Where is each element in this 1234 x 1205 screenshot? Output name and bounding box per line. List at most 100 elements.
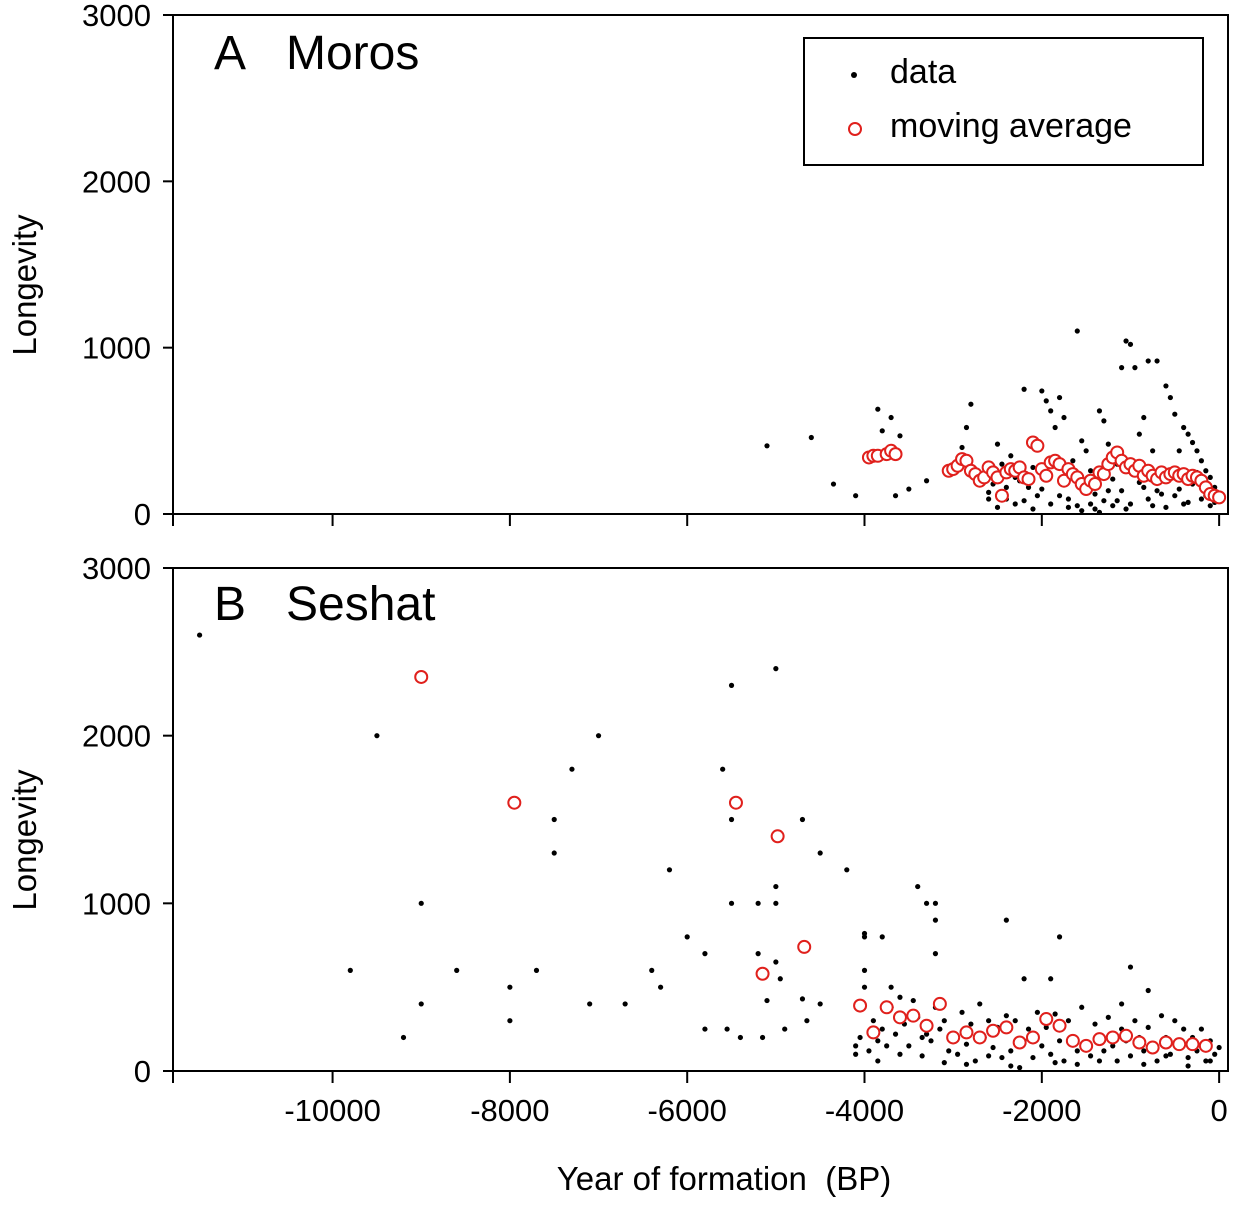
plot-frame <box>172 567 1229 1072</box>
panel-title: Moros <box>286 27 419 80</box>
x-tick-label: 0 <box>1211 1093 1228 1128</box>
data-point <box>1207 503 1213 509</box>
data-point <box>1096 408 1103 414</box>
data-point <box>400 1034 407 1041</box>
data-point <box>955 1051 961 1057</box>
data-point <box>1079 438 1085 444</box>
data-point <box>1034 1009 1040 1015</box>
moving-average-point <box>1185 1037 1200 1052</box>
data-point <box>1176 486 1182 492</box>
axes: 0 1000 2000 3000 -10000 -8000 -6000 -4000 -2000 0 <box>82 551 1228 1128</box>
data-point <box>1172 493 1178 499</box>
data-point <box>830 481 837 487</box>
data-point <box>1039 1043 1045 1049</box>
data-point <box>897 994 903 1000</box>
data-point <box>994 504 1001 510</box>
data-point <box>932 951 939 957</box>
data-point <box>1096 1058 1103 1064</box>
data-point <box>875 406 881 412</box>
data-point <box>1141 1048 1147 1054</box>
data-point <box>804 1018 810 1024</box>
data-point <box>1025 484 1032 490</box>
x-tick-label: -6000 <box>648 1093 727 1128</box>
data-point <box>892 1031 899 1037</box>
data-point <box>1119 365 1125 371</box>
data-point <box>1065 1018 1072 1024</box>
data-point <box>454 967 460 974</box>
data-point <box>986 1053 992 1059</box>
data-point <box>418 1001 424 1007</box>
panel-letter: A <box>214 27 246 80</box>
data-point <box>1048 408 1054 414</box>
data-point <box>875 1058 881 1064</box>
data-point <box>724 1026 730 1032</box>
data-point <box>870 1018 876 1024</box>
data-point <box>1207 474 1213 481</box>
moving-average-point <box>1039 468 1054 483</box>
data-point <box>986 1018 992 1024</box>
data-point <box>1061 1058 1067 1064</box>
data-point <box>1048 501 1054 507</box>
moving-average-point <box>1039 1012 1054 1027</box>
data-point <box>1008 453 1014 459</box>
moving-average-point <box>1012 1035 1027 1050</box>
data-point <box>861 934 868 940</box>
data-point <box>897 1051 903 1057</box>
data-point <box>990 1044 996 1051</box>
data-point <box>1207 1058 1213 1064</box>
data-point <box>728 682 735 688</box>
moving-average-point <box>1105 1030 1120 1045</box>
data-point <box>1110 1043 1116 1049</box>
data-point <box>1048 976 1054 982</box>
data-point <box>1141 414 1147 421</box>
moving-average-point <box>770 829 785 844</box>
data-point <box>919 1053 925 1059</box>
data-point <box>1105 488 1111 494</box>
data-point <box>932 900 939 906</box>
data-point <box>853 1043 859 1049</box>
moving-average-point <box>1132 1035 1147 1050</box>
data-point <box>347 967 353 974</box>
data-point <box>879 1026 885 1032</box>
data-point <box>799 816 806 823</box>
moving-average-point <box>866 1025 881 1040</box>
panel-letter: B <box>214 578 246 631</box>
data-point <box>1216 1044 1222 1051</box>
data-point <box>1167 1051 1173 1057</box>
data-point <box>1087 1053 1094 1059</box>
data-point <box>1030 506 1036 512</box>
data-point <box>1185 1063 1191 1069</box>
data-point <box>1203 1058 1209 1064</box>
data-point <box>773 900 779 906</box>
data-point <box>963 1041 970 1047</box>
data-point <box>861 984 868 990</box>
data-point <box>915 883 921 890</box>
moving-average-point <box>1119 1028 1134 1043</box>
data-point <box>1003 1013 1009 1019</box>
data-point <box>755 900 761 906</box>
data-point <box>1185 1054 1191 1061</box>
data-point <box>551 816 557 823</box>
data-point <box>1079 508 1085 514</box>
data-point <box>1056 934 1063 940</box>
data-point <box>1083 448 1089 454</box>
data-point <box>1056 394 1063 401</box>
data-point <box>923 478 930 484</box>
data-point <box>1092 506 1098 512</box>
data-point <box>1025 1026 1032 1032</box>
data-point <box>418 900 424 906</box>
panel-a: 0 1000 2000 3000 A Moros Longevity data mov… <box>6 0 1229 532</box>
moving-average-point <box>1030 438 1045 453</box>
data-point <box>1021 976 1027 982</box>
legend-moving-average-marker <box>848 122 862 136</box>
data-point <box>569 766 575 772</box>
data-point <box>972 1058 978 1064</box>
data-point <box>702 1026 708 1032</box>
data-point <box>1163 1053 1169 1059</box>
data-point <box>999 1054 1005 1061</box>
data-point <box>986 489 992 495</box>
x-tick-label: -8000 <box>470 1093 549 1128</box>
moving-average-point <box>1198 1038 1213 1053</box>
data-point <box>1101 418 1107 424</box>
